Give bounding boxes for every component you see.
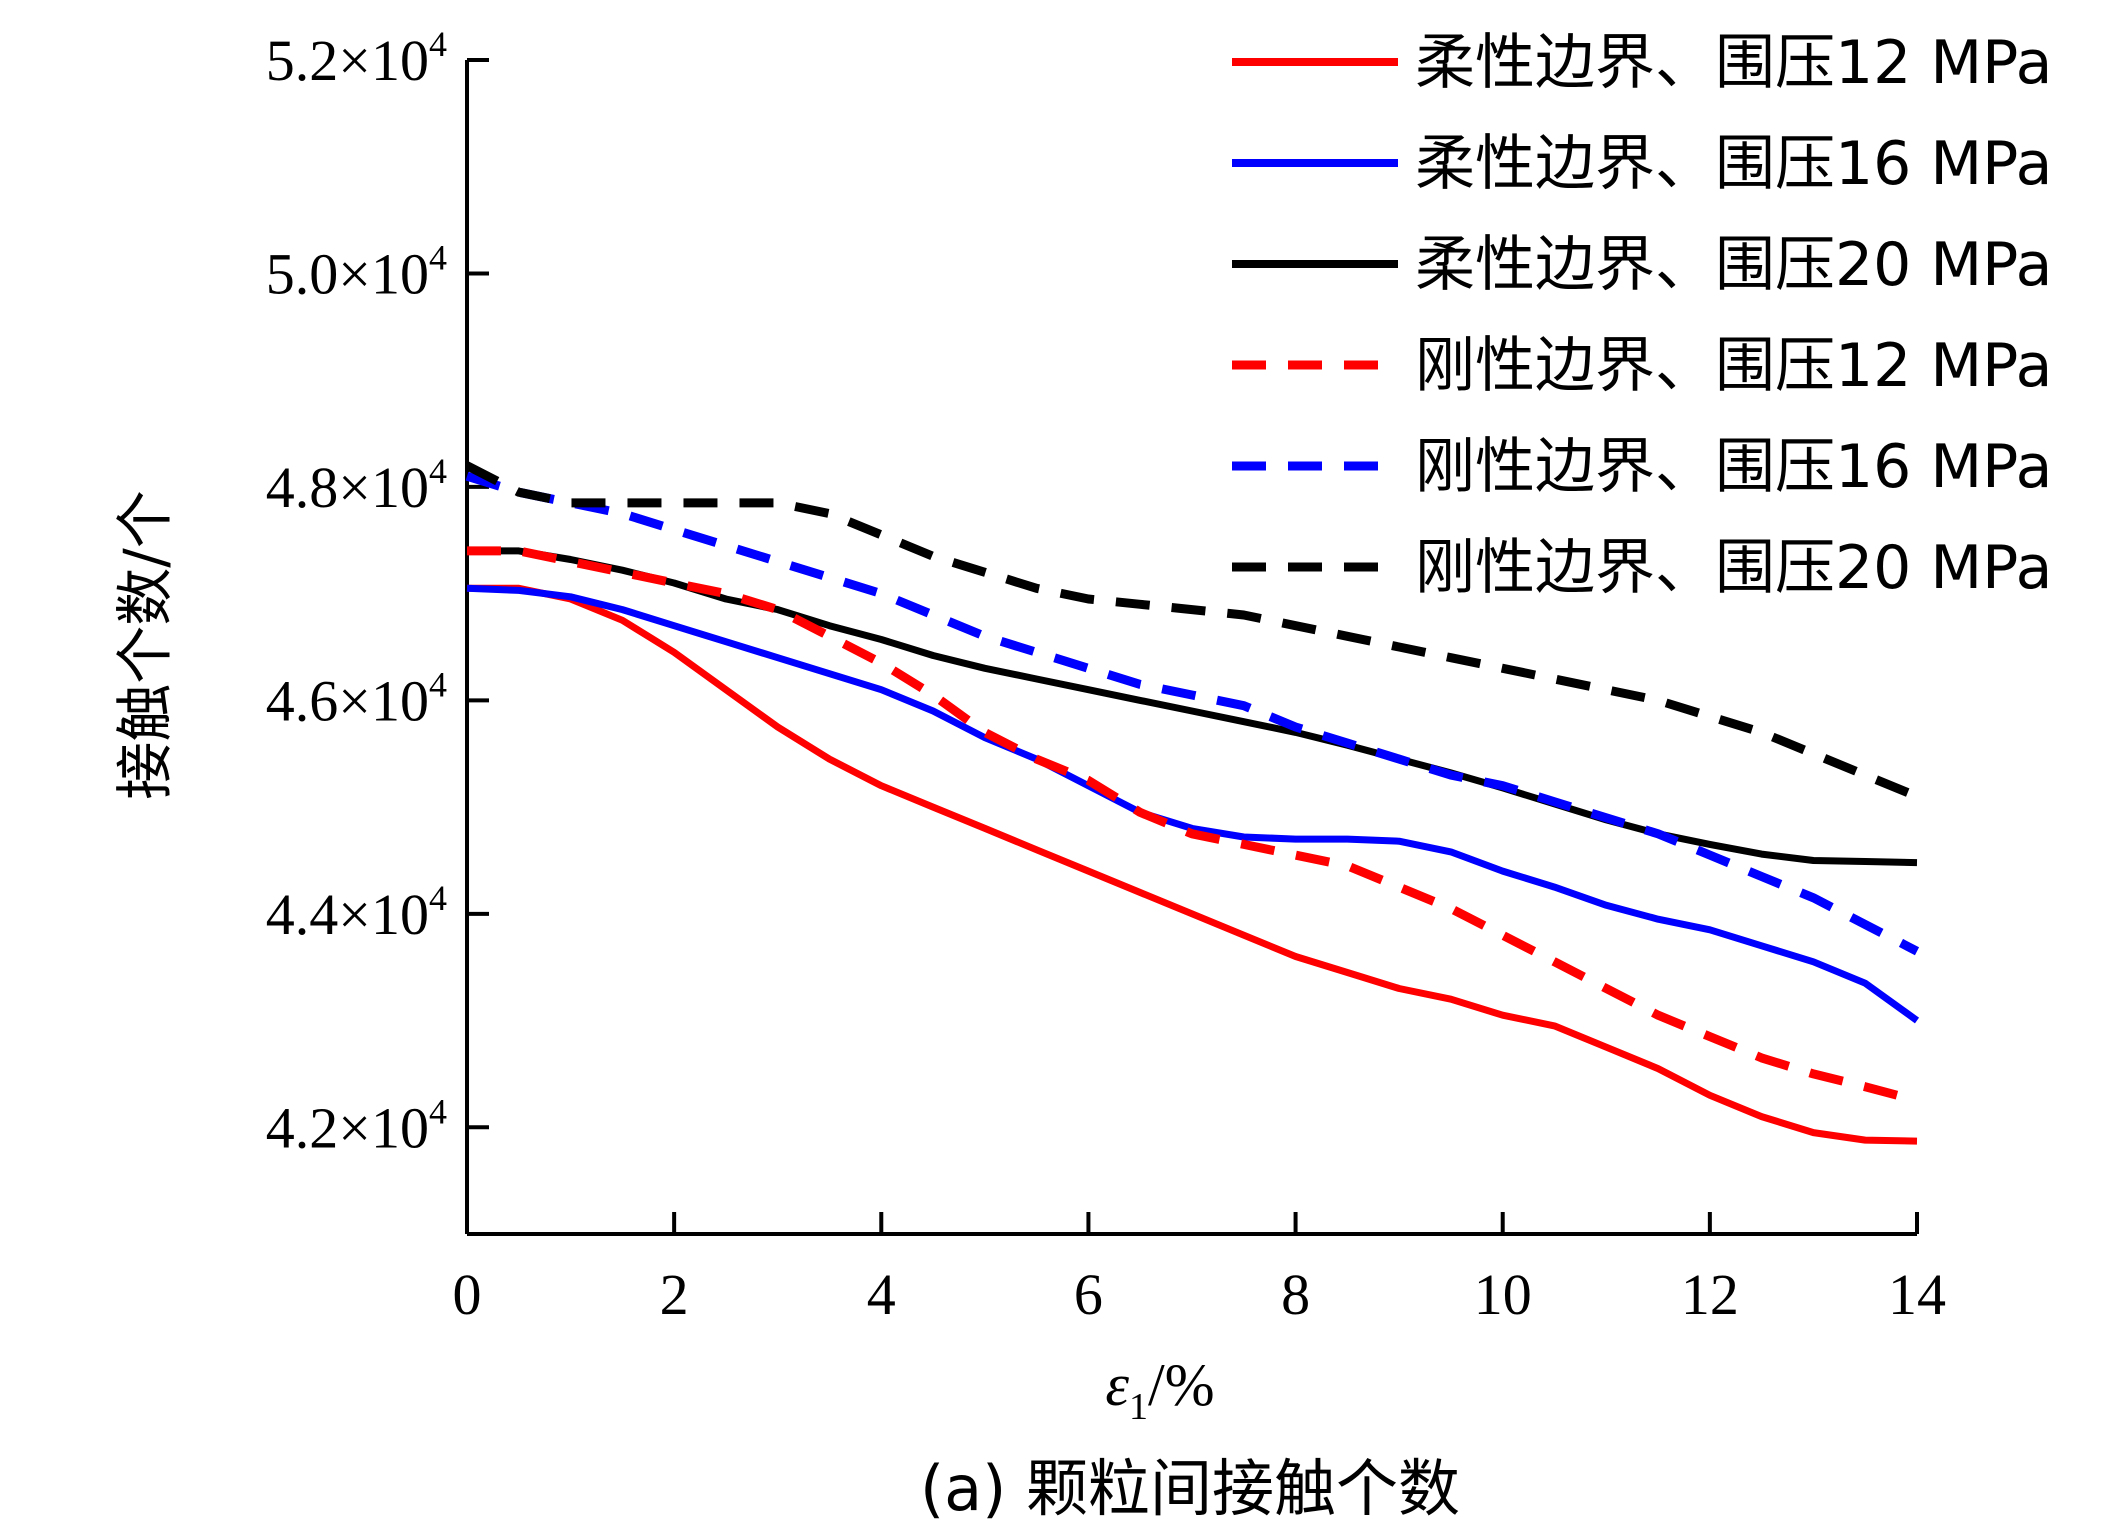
legend-label-1: 柔性边界、围压12 MPa bbox=[1415, 28, 2052, 98]
series-group bbox=[464, 461, 1920, 1145]
x-tick-label: 10 bbox=[1474, 1262, 1532, 1327]
y-tick-exponent: 4 bbox=[429, 237, 447, 277]
y-tick-mantissa: 5.0×10 bbox=[266, 241, 429, 306]
x-axis-label: ε1/% bbox=[1105, 1352, 1214, 1428]
y-tick-label: 5.2×104 bbox=[266, 24, 447, 93]
series-line-4 bbox=[467, 546, 1919, 1105]
y-tick-label: 4.6×104 bbox=[266, 664, 447, 733]
figure-caption: (a) 颗粒间接触个数 bbox=[920, 1452, 1460, 1525]
y-tick-label: 4.4×104 bbox=[266, 878, 447, 947]
y-tick-exponent: 4 bbox=[429, 664, 447, 704]
legend-label-3: 柔性边界、围压20 MPa bbox=[1415, 230, 2052, 300]
legend-label-5: 刚性边界、围压16 MPa bbox=[1415, 432, 2052, 502]
x-tick-label: 0 bbox=[453, 1262, 482, 1327]
y-tick-exponent: 4 bbox=[429, 451, 447, 491]
y-tick-label: 5.0×104 bbox=[266, 237, 447, 306]
x-tick-label: 12 bbox=[1681, 1262, 1739, 1327]
x-axis-symbol: ε bbox=[1105, 1352, 1129, 1418]
x-tick-label: 4 bbox=[867, 1262, 896, 1327]
series-line-1 bbox=[467, 584, 1918, 1145]
y-tick-label: 4.8×104 bbox=[266, 451, 447, 520]
y-tick-label: 4.2×104 bbox=[266, 1091, 447, 1160]
series-line-6 bbox=[464, 461, 1919, 801]
x-tick-label: 8 bbox=[1281, 1262, 1310, 1327]
y-tick-exponent: 4 bbox=[429, 24, 447, 64]
x-axis-unit: /% bbox=[1148, 1352, 1215, 1418]
y-tick-exponent: 4 bbox=[429, 878, 447, 918]
legend-label-4: 刚性边界、围压12 MPa bbox=[1415, 331, 2052, 401]
series-line-5 bbox=[465, 471, 1920, 956]
y-axis-label: 接触个数/个 bbox=[111, 490, 179, 800]
axes: 0 2 4 6 8 10 12 144.2×1044.4×1044.6×1044.8×1045… bbox=[266, 24, 1946, 1327]
y-tick-exponent: 4 bbox=[429, 1091, 447, 1131]
y-tick-mantissa: 4.6×10 bbox=[266, 668, 429, 733]
legend: 柔性边界、围压12 MPa 柔性边界、围压16 MPa 柔性边界、围压20 MPa 刚… bbox=[1232, 28, 2052, 603]
y-tick-mantissa: 4.2×10 bbox=[266, 1095, 429, 1160]
y-tick-mantissa: 5.2×10 bbox=[266, 28, 429, 93]
series-line-2 bbox=[466, 584, 1920, 1024]
legend-label-6: 刚性边界、围压20 MPa bbox=[1415, 533, 2052, 603]
y-tick-mantissa: 4.8×10 bbox=[266, 455, 429, 520]
x-tick-label: 2 bbox=[660, 1262, 689, 1327]
x-axis-subscript: 1 bbox=[1129, 1386, 1148, 1428]
y-tick-mantissa: 4.4×10 bbox=[266, 882, 429, 947]
x-tick-label: 14 bbox=[1888, 1262, 1946, 1327]
legend-label-2: 柔性边界、围压16 MPa bbox=[1415, 129, 2052, 199]
x-tick-label: 6 bbox=[1074, 1262, 1103, 1327]
